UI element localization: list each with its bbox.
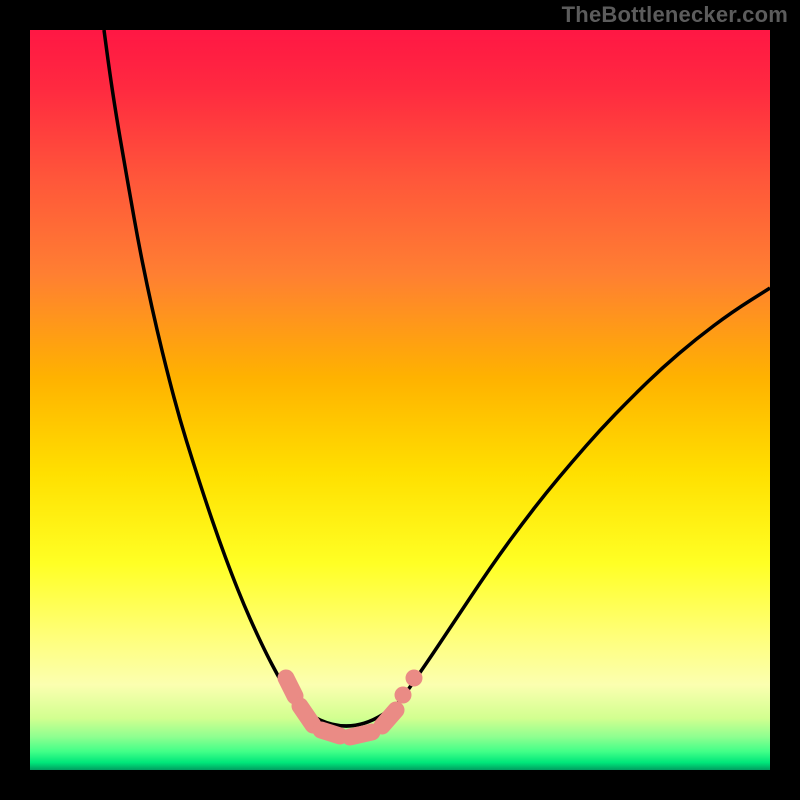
overlay-segment-1 — [300, 706, 313, 725]
plot-svg — [30, 30, 770, 770]
figure-canvas: TheBottlenecker.com — [0, 0, 800, 800]
gradient-background — [30, 30, 770, 770]
overlay-segment-3 — [350, 732, 372, 737]
overlay-segment-2 — [321, 730, 340, 736]
watermark-text: TheBottlenecker.com — [562, 2, 788, 28]
overlay-segment-4 — [382, 710, 396, 726]
overlay-segment-0 — [286, 678, 295, 696]
